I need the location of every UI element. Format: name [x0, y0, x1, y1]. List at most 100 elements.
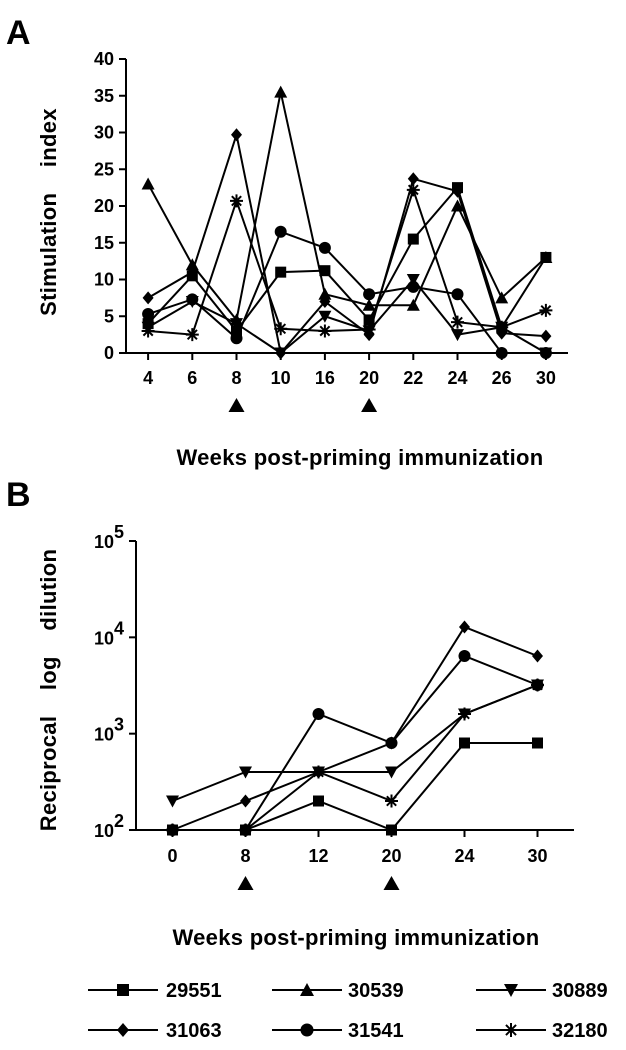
panel-a-data-point	[495, 291, 509, 304]
legend-entry-30539: 30539	[272, 980, 404, 1002]
panel-a-series-32180	[141, 183, 553, 342]
panel-b-data-point	[166, 823, 179, 837]
panel-b-y-tick-label: 10	[94, 725, 114, 745]
panel-a-data-point	[141, 177, 155, 190]
panel-a-x-tick-label: 22	[403, 368, 423, 388]
panel-b-boost-arrow	[383, 876, 400, 890]
panel-a-y-tick-label: 5	[104, 306, 114, 326]
panel-b-data-point	[385, 794, 398, 808]
panel-b-y-tick-exponent: 3	[114, 715, 124, 735]
panel-a-data-point	[406, 183, 420, 197]
panel-a-x-tick-label: 26	[492, 368, 512, 388]
panel-a-data-point	[318, 241, 331, 254]
panel-b-data-point	[313, 795, 324, 807]
panel-a-data-point	[363, 314, 375, 326]
panel-a-data-point	[318, 287, 332, 300]
panel-a-series-line	[147, 185, 547, 333]
panel-a-x-tick-label: 16	[315, 368, 335, 388]
panel-a-y-tick-label: 10	[94, 270, 114, 290]
legend-marker	[300, 1023, 314, 1037]
panel-a-series-30539	[141, 85, 553, 326]
panel-b-data-point	[239, 823, 252, 837]
panel-a-series-line	[147, 91, 547, 323]
panel-b-y-axis-label: Reciprocal log dilution	[36, 549, 61, 832]
panel-b-x-tick-label: 24	[454, 846, 474, 866]
panel-a-data-point	[451, 315, 464, 329]
panel-a-series-30889	[141, 274, 553, 360]
panel-a-series-line	[147, 230, 546, 354]
panel-a-data-point	[452, 184, 463, 198]
panel-b-data-point	[385, 737, 398, 750]
panel-a-boost-arrow	[361, 398, 378, 412]
panel-a-plot: 0 5 10 15 20 25 30 35 40 4 6 8 10 16 20 22 24 26 30	[94, 49, 568, 412]
panel-a-series-31063	[142, 128, 552, 360]
panel-a-y-tick-label: 35	[94, 86, 114, 106]
panel-b-x-tick-label: 8	[240, 846, 250, 866]
panel-b-x-tick-label: 20	[381, 846, 401, 866]
panel-a-data-point	[407, 172, 419, 186]
legend-entry-29551: 29551	[88, 980, 222, 1002]
legend-marker	[504, 1023, 518, 1037]
panel-b-x-axis-label: Weeks post-priming immunization	[172, 925, 539, 950]
panel-a-data-point	[275, 266, 287, 278]
panel-b-data-point	[531, 678, 544, 692]
panel-b-data-point	[459, 620, 470, 634]
panel-b-data-point	[386, 824, 397, 836]
panel-b-series-line	[172, 625, 538, 831]
legend-label: 32180	[552, 1020, 608, 1042]
panel-a-x-tick-label: 30	[536, 368, 556, 388]
panel-a-y-tick-label: 25	[94, 159, 114, 179]
panel-a-x-tick-label: 24	[447, 368, 467, 388]
panel-a-series-line	[147, 277, 547, 355]
panel-a-data-point	[230, 318, 243, 331]
panel-b-x-tick-label: 0	[167, 846, 177, 866]
panel-a-y-tick-label: 20	[94, 196, 114, 216]
panel-b-data-point	[458, 707, 471, 721]
panel-b-plot: 10 210 310 410 50 8 12 20 24 30	[94, 522, 574, 890]
panel-a-data-point	[362, 322, 376, 336]
panel-a-y-axis-label: Stimulation index	[36, 108, 61, 316]
panel-b-data-point	[312, 708, 325, 721]
panel-a-data-point	[407, 233, 419, 245]
panel-a-data-point	[495, 320, 509, 334]
panel-b-y-tick-base: 10	[94, 821, 114, 841]
panel-a-boost-arrow	[228, 398, 245, 412]
panel-b-data-point	[239, 766, 252, 779]
panel-a-data-point	[274, 85, 288, 98]
legend-label: 30539	[348, 980, 404, 1002]
panel-b-data-point	[385, 766, 398, 779]
panel-a-data-point	[406, 298, 420, 311]
panel-a-data-point	[495, 347, 508, 359]
legend-marker	[117, 984, 129, 996]
panel-a-data-point	[275, 346, 287, 360]
legend-entry-32180: 32180	[476, 1020, 608, 1042]
panel-a-data-point	[451, 288, 464, 301]
panel-a-data-point	[540, 329, 552, 343]
panel-a-data-point	[319, 295, 331, 309]
panel-b-series-32180	[166, 678, 544, 837]
panel-b-data-point	[532, 649, 543, 663]
panel-a-y-tick-label: 30	[94, 123, 114, 143]
panel-a-x-tick-label: 4	[143, 368, 153, 388]
panel-a-data-point	[539, 303, 553, 317]
panel-a-data-point	[274, 322, 288, 336]
panel-a-data-point	[539, 250, 553, 263]
panel-a-data-point	[142, 308, 155, 321]
panel-a-data-point	[363, 288, 376, 301]
panel-b-y-tick-exponent: 2	[114, 811, 124, 831]
panel-b-y-tick-label: 10	[94, 821, 114, 841]
panel-b-x-tick-label: 12	[308, 846, 328, 866]
panel-b-data-point	[458, 650, 471, 663]
panel-b-series-line	[172, 684, 538, 831]
panel-a-data-point	[318, 324, 332, 338]
panel-a-series-29551	[142, 182, 552, 337]
panel-a-x-tick-label: 6	[187, 368, 197, 388]
panel-a-x-tick-label: 20	[359, 368, 379, 388]
panel-a-data-point	[186, 265, 198, 279]
panel-a-data-point	[451, 199, 464, 212]
panel-a-data-point	[230, 332, 243, 345]
panel-a-data-point	[319, 265, 331, 277]
panel-b-x-tick-label: 30	[527, 846, 547, 866]
panel-b-data-point	[312, 765, 325, 779]
